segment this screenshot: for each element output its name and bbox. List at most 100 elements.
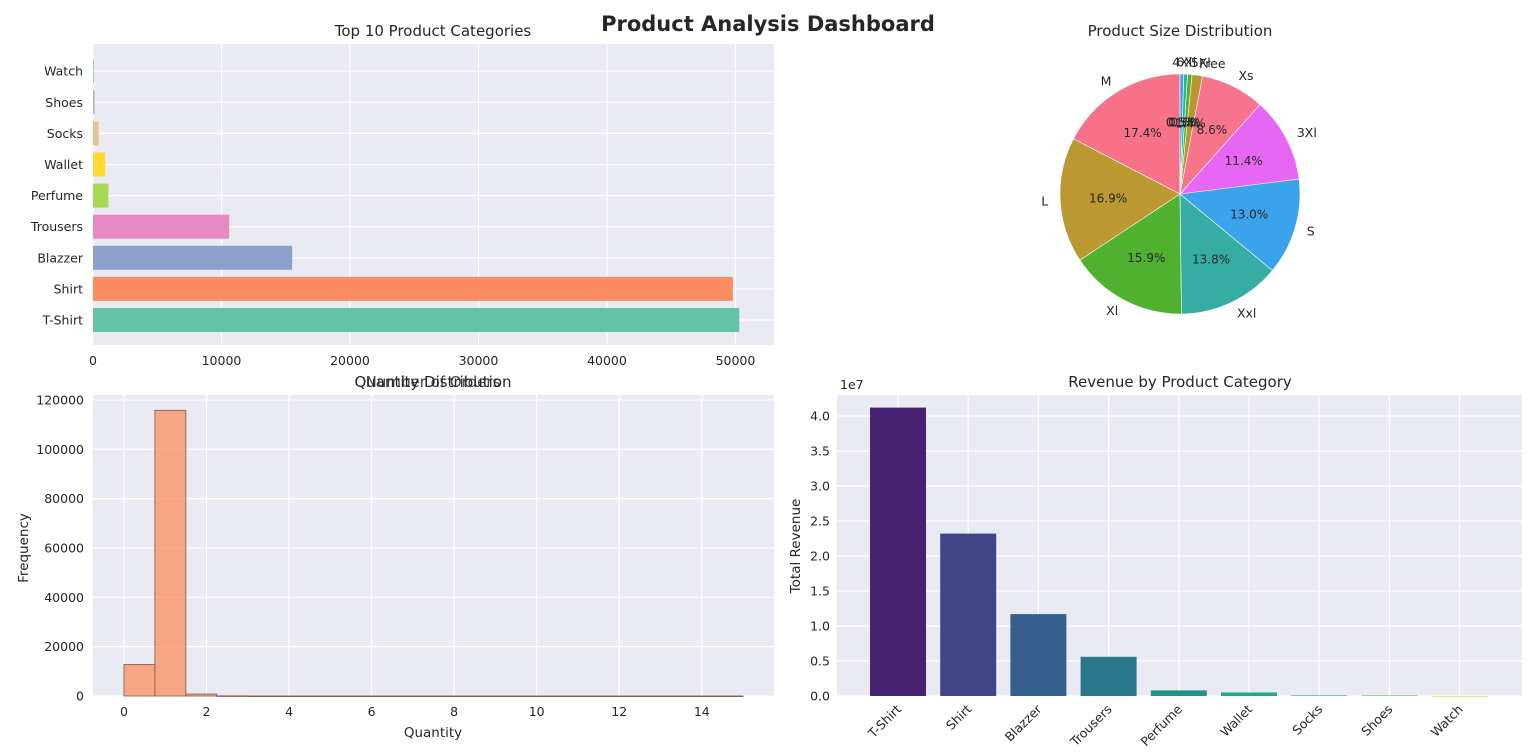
x-tick-label: 2	[203, 704, 211, 719]
plot-area	[837, 395, 1522, 696]
bar-t-shirt	[870, 407, 926, 696]
pie-percent-label: 16.9%	[1089, 191, 1127, 205]
x-tick-label: Perfume	[1137, 701, 1185, 749]
bar-t-shirt	[93, 308, 740, 332]
y-tick-label: 0.0	[810, 689, 830, 704]
pie-slice-4xl	[1179, 73, 1185, 195]
x-tick-label: 12	[611, 704, 627, 719]
chart-title: Product Size Distribution	[1088, 22, 1273, 40]
y-axis-label: Frequency	[16, 513, 32, 583]
pie-slice-m	[1073, 73, 1181, 195]
pie-percent-label: 13.0%	[1230, 208, 1268, 222]
pie-slice-s	[1179, 178, 1301, 271]
quantity-distribution-chart: 0 2 4 6 8 10 12 14 0 20000 40000 60000 80000 100000 12…	[16, 373, 774, 741]
pie-slice-xxl	[1179, 193, 1273, 315]
y-tick-label: Socks	[47, 126, 83, 141]
bar-perfume	[1150, 690, 1207, 696]
pie-label: Xs	[1238, 68, 1253, 83]
x-tick-label: 14	[694, 704, 710, 719]
chart-title: Top 10 Product Categories	[334, 22, 532, 40]
y-tick-label: 2.5	[810, 514, 830, 529]
x-tick-label: Blazzer	[1002, 701, 1046, 745]
plot-area	[93, 395, 774, 696]
bar-shoes	[93, 90, 95, 115]
x-tick-label: 50000	[716, 353, 756, 368]
bar-shirt	[940, 533, 997, 696]
revenue-chart: 0.0 0.5 1.0 1.5 2.0 2.5 3.0 3.5 4.0 T-Shirt Shirt B…	[788, 373, 1522, 750]
y-tick-label: Perfume	[31, 188, 83, 203]
pie-slice-l	[1059, 138, 1181, 261]
x-tick-label: Trousers	[1067, 702, 1115, 750]
bar-trousers	[1080, 656, 1137, 696]
y-tick-label: 60000	[44, 540, 84, 555]
x-tick-label: Wallet	[1217, 701, 1255, 739]
pie-label: Xxl	[1237, 306, 1256, 321]
y-tick-label: 20000	[44, 639, 84, 654]
histogram-bar	[247, 695, 744, 697]
y-tick-label: 3.0	[810, 479, 830, 494]
pie-percent-label: 0.6%	[1171, 116, 1202, 130]
x-tick-label: 10	[529, 704, 545, 719]
y-tick-label: 0	[76, 689, 84, 704]
x-tick-label: 6	[368, 704, 376, 719]
dashboard-title: Product Analysis Dashboard	[601, 12, 935, 36]
y-tick-label: T-Shirt	[42, 313, 83, 328]
pie-percent-label: 1.4%	[1175, 116, 1206, 130]
pie-percent-label: 15.9%	[1127, 251, 1165, 265]
pie-label: S	[1307, 223, 1315, 238]
x-axis-label: Quantity	[404, 725, 462, 741]
bar-shoes	[1361, 695, 1418, 696]
pie-label: Xl	[1106, 303, 1118, 318]
y-tick-label: Watch	[44, 64, 83, 79]
size-distribution-chart: M 17.4% L 16.9% Xl 15.9% Xxl 13.8% S 13.0% 3Xl 11.4…	[1041, 22, 1317, 321]
y-tick-label: 2.0	[810, 549, 830, 564]
histogram-bar	[123, 664, 156, 697]
histogram-bar	[216, 695, 249, 697]
bar-blazzer	[1010, 614, 1067, 696]
bar-blazzer	[93, 245, 293, 270]
pie-percent-label: 17.4%	[1124, 126, 1162, 140]
x-tick-label: 40000	[587, 353, 627, 368]
x-tick-label: Socks	[1289, 702, 1325, 738]
y-tick-label: Wallet	[44, 157, 83, 172]
x-tick-label: 0	[120, 704, 128, 719]
x-axis-label: Number of Orders	[366, 373, 501, 391]
bar-shirt	[93, 276, 733, 301]
chart-title: Revenue by Product Category	[1068, 373, 1292, 391]
pie-slice-xl	[1079, 193, 1182, 315]
histogram-bar	[185, 693, 218, 697]
scale-label: 1e7	[840, 377, 864, 392]
x-tick-label: 8	[450, 704, 458, 719]
x-tick-label: 20000	[330, 353, 370, 368]
y-tick-label: 1.5	[810, 584, 830, 599]
histogram-bar	[154, 409, 187, 697]
x-tick-label: 0	[89, 353, 97, 368]
bar-perfume	[93, 183, 109, 208]
y-axis-label: Total Revenue	[788, 499, 804, 595]
pie-percent-label: 13.8%	[1192, 252, 1230, 266]
y-tick-label: 80000	[44, 491, 84, 506]
pie-label: 3Xl	[1297, 125, 1317, 140]
y-tick-label: 0.5	[810, 654, 830, 669]
bar-watch	[1431, 696, 1488, 697]
top-categories-chart: 0 10000 20000 30000 40000 50000 T-Shirt Shirt Bl…	[30, 22, 774, 368]
chart-title: Quantity Distribution	[354, 373, 511, 391]
pie-label: L	[1041, 194, 1048, 209]
y-tick-label: Shirt	[54, 281, 83, 296]
y-tick-label: Blazzer	[37, 250, 84, 265]
pie-percent-label: 8.6%	[1197, 123, 1228, 137]
pie-label: 4Xl	[1172, 55, 1192, 70]
y-tick-label: Trousers	[30, 219, 83, 234]
y-tick-label: 100000	[36, 442, 84, 457]
bar-wallet	[93, 152, 106, 177]
bar-wallet	[1221, 692, 1277, 696]
bar-socks	[1291, 695, 1348, 696]
x-tick-label: Watch	[1428, 702, 1466, 740]
x-tick-label: 30000	[459, 353, 499, 368]
bar-socks	[93, 121, 99, 146]
x-tick-label: Shoes	[1358, 702, 1395, 739]
pie-percent-label: 0.5%	[1166, 116, 1197, 130]
pie-label: M	[1101, 74, 1112, 89]
bar-watch	[93, 59, 94, 84]
